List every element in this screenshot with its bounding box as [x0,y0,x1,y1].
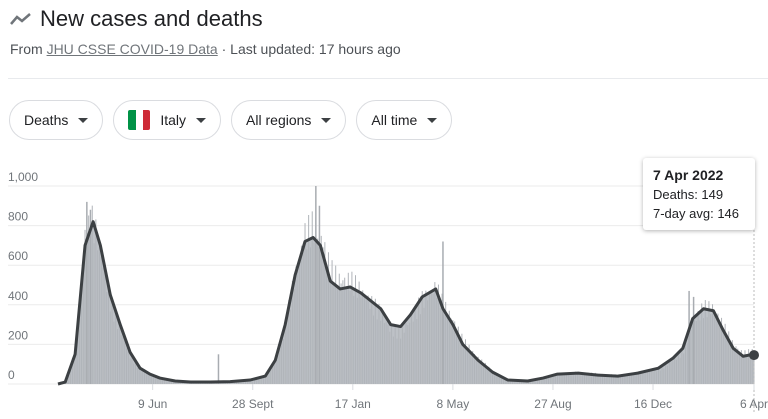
x-tick-label: 17 Jan [335,397,371,411]
time-dropdown[interactable]: All time [356,100,453,140]
chart-tooltip: 7 Apr 2022 Deaths: 149 7-day avg: 146 [643,158,755,230]
y-tick-label: 0 [8,368,15,382]
country-dropdown[interactable]: Italy [113,100,222,140]
source-link[interactable]: JHU CSSE COVID-19 Data [46,41,218,57]
caret-down-icon [427,117,438,123]
y-tick-label: 200 [8,328,28,342]
x-tick-label: 8 May [437,397,470,411]
x-tick-label: 9 Jun [138,397,167,411]
x-tick-label: 6 Apr [740,397,768,411]
last-updated: · Last updated: 17 hours ago [221,41,401,57]
country-label: Italy [160,112,187,128]
italy-flag-icon [128,110,151,130]
y-tick-label: 400 [8,289,28,303]
metric-label: Deaths [24,112,69,128]
time-label: All time [371,112,418,128]
metric-dropdown[interactable]: Deaths [9,100,104,140]
from-label: From [10,41,43,57]
y-tick-label: 800 [8,210,28,224]
hover-point [749,350,759,361]
caret-down-icon [196,117,207,123]
filter-bar: Deaths Italy All regions All time [9,100,453,140]
region-dropdown[interactable]: All regions [231,100,347,140]
y-tick-label: 1,000 [8,170,38,184]
caret-down-icon [321,117,332,123]
x-tick-label: 28 Sept [232,397,274,411]
trend-icon [10,13,31,25]
seven-day-avg-line [57,220,755,386]
y-tick-label: 600 [8,249,28,263]
tooltip-avg: 7-day avg: 146 [653,206,740,221]
deaths-chart[interactable]: 0 200 400 600 800 1,000 9 Jun 28 Sept 17 Jan 8 Ma… [0,150,768,419]
chart-header: New cases and deaths [10,6,263,32]
caret-down-icon [78,117,89,123]
page-title: New cases and deaths [40,6,263,31]
tooltip-deaths: Deaths: 149 [653,187,724,202]
x-tick-label: 27 Aug [534,397,571,411]
source-line: From JHU CSSE COVID-19 Data · Last updat… [10,41,401,57]
x-tick-label: 16 Dec [634,397,672,411]
region-label: All regions [246,112,312,128]
divider [8,78,768,79]
tooltip-date: 7 Apr 2022 [653,167,724,183]
